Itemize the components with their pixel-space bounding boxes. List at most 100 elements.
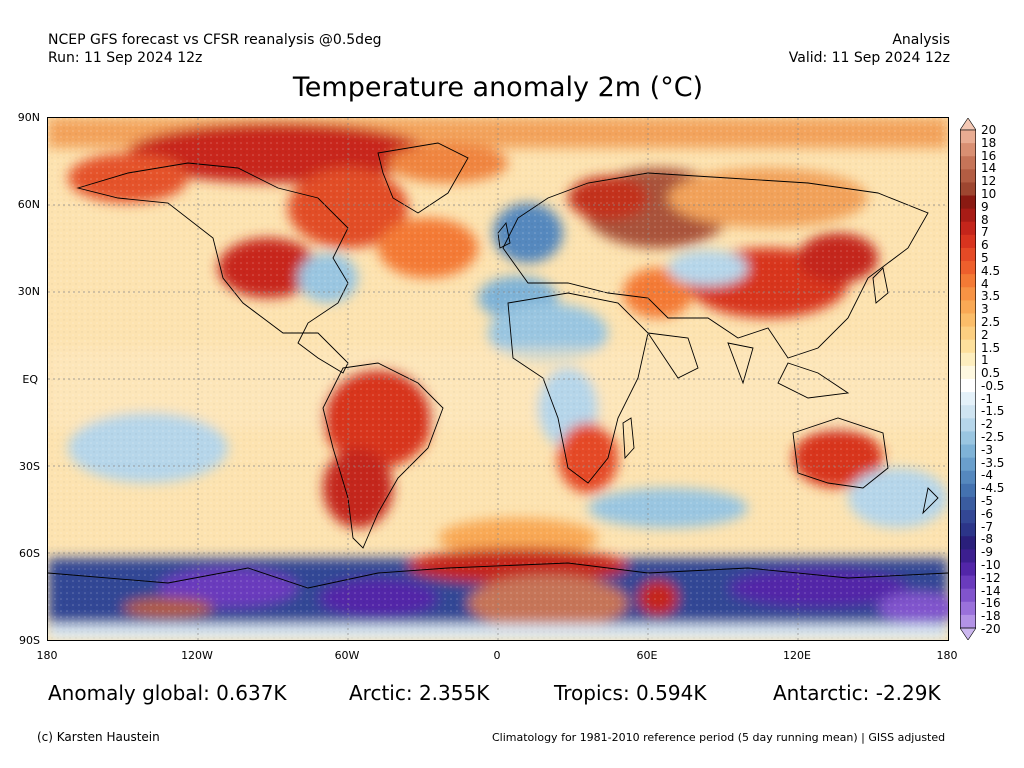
lat-label-60s: 60S xyxy=(19,547,40,560)
colorbar-tick-label: 4 xyxy=(981,276,989,291)
colorbar-tick-label: 10 xyxy=(981,186,997,201)
colorbar-segment xyxy=(960,274,976,288)
lat-label-90s: 90S xyxy=(19,634,40,647)
colorbar-tick-label: -1 xyxy=(981,391,993,406)
colorbar-tick-label: 14 xyxy=(981,161,997,176)
colorbar-segment xyxy=(960,143,976,157)
lon-label-60w: 60W xyxy=(334,649,360,662)
colorbar-segment xyxy=(960,588,976,603)
colorbar-tick-label: 4.5 xyxy=(981,263,1001,278)
colorbar-segment xyxy=(960,510,976,524)
colorbar-tick-label: 5 xyxy=(981,250,989,265)
header-left: NCEP GFS forecast vs CFSR reanalysis @0.… xyxy=(48,31,382,67)
colorbar-tick-label: -12 xyxy=(981,570,1001,585)
colorbar-segment xyxy=(960,562,976,577)
colorbar-segment xyxy=(960,247,976,262)
antarctic-anomaly: Antarctic: -2.29K xyxy=(773,681,941,705)
colorbar-frame xyxy=(960,129,976,629)
colorbar-segment xyxy=(960,313,976,328)
colorbar xyxy=(959,117,977,641)
colorbar-tick-label: 2.5 xyxy=(981,314,1001,329)
tropics-anomaly: Tropics: 0.594K xyxy=(554,681,707,705)
colorbar-tick-label: -5 xyxy=(981,494,993,509)
colorbar-segment xyxy=(960,208,976,223)
colorbar-tick-label: -3 xyxy=(981,442,993,457)
temperature-anomaly-map xyxy=(47,117,949,641)
colorbar-segment xyxy=(960,221,976,236)
colorbar-tick-label: 7 xyxy=(981,225,989,240)
colorbar-segment xyxy=(960,431,976,446)
colorbar-tick-label: 2 xyxy=(981,327,989,342)
colorbar-tick-label: 0.5 xyxy=(981,366,1001,381)
copyright: (c) Karsten Haustein xyxy=(37,730,160,744)
lon-label-120w: 120W xyxy=(181,649,213,662)
map-title: Temperature anomaly 2m (°C) xyxy=(292,72,704,103)
colorbar-tick-label: 18 xyxy=(981,135,997,150)
colorbar-segment xyxy=(960,287,976,301)
colorbar-tick-label: -6 xyxy=(981,506,993,521)
coastlines xyxy=(48,142,948,589)
colorbar-segment xyxy=(960,523,976,537)
colorbar-tick-label: -20 xyxy=(981,622,1001,636)
lat-label-60n: 60N xyxy=(17,198,40,211)
colorbar-tick-label: 20 xyxy=(981,123,997,137)
colorbar-tick-label: 6 xyxy=(981,238,989,253)
colorbar-tick-label: -8 xyxy=(981,532,993,547)
lat-label-90n: 90N xyxy=(17,111,40,124)
colorbar-tick-label: 1.5 xyxy=(981,340,1001,355)
lon-label-60e: 60E xyxy=(636,649,658,662)
global-anomaly: Anomaly global: 0.637K xyxy=(48,681,287,705)
colorbar-tick-label: 12 xyxy=(981,174,997,189)
colorbar-tick-label: -1.5 xyxy=(981,404,1005,419)
colorbar-segment xyxy=(960,575,976,590)
lon-label-180-left: 180 xyxy=(36,649,58,662)
colorbar-tick-label: -14 xyxy=(981,583,1001,598)
colorbar-segment xyxy=(960,182,976,197)
colorbar-tick-label: -9 xyxy=(981,545,993,560)
colorbar-segment xyxy=(960,300,976,314)
colorbar-segment xyxy=(960,379,976,393)
graticule xyxy=(48,118,948,640)
map-graphic xyxy=(48,118,948,640)
analysis-label: Analysis xyxy=(892,32,950,48)
colorbar-segment xyxy=(960,261,976,275)
colorbar-tick-label: -10 xyxy=(981,558,1001,573)
colorbar-tick-label: -4.5 xyxy=(981,481,1005,496)
colorbar-segment xyxy=(960,601,976,616)
lon-label-120e: 120E xyxy=(783,649,811,662)
colorbar-segment xyxy=(960,234,976,249)
colorbar-segment xyxy=(960,444,976,459)
lon-label-180-right: 180 xyxy=(936,649,958,662)
colorbar-tick-label: 1 xyxy=(981,353,989,368)
colorbar-segment xyxy=(960,365,976,380)
colorbar-segment xyxy=(960,457,976,472)
colorbar-tick-label: -2.5 xyxy=(981,430,1005,445)
colorbar-segment xyxy=(960,352,976,367)
colorbar-tick-label: 9 xyxy=(981,199,989,214)
colorbar-graphic xyxy=(959,117,977,641)
colorbar-segment xyxy=(960,549,976,563)
lat-label-eq: EQ xyxy=(22,373,38,386)
colorbar-segment xyxy=(960,130,976,144)
colorbar-segment xyxy=(960,195,976,210)
colorbar-tick-label: -2 xyxy=(981,417,993,432)
colorbar-segment xyxy=(960,156,976,170)
colorbar-tick-label: -16 xyxy=(981,596,1001,611)
colorbar-segment xyxy=(960,405,976,419)
colorbar-tick-label: -7 xyxy=(981,519,993,534)
colorbar-tick-label: 8 xyxy=(981,212,989,227)
colorbar-segment xyxy=(960,496,976,511)
colorbar-tick-label: 16 xyxy=(981,148,997,163)
header-right: Analysis Valid: 11 Sep 2024 12z xyxy=(789,31,950,67)
colorbar-tick-label: -0.5 xyxy=(981,378,1005,393)
colorbar-tick-label: -3.5 xyxy=(981,455,1005,470)
colorbar-segment xyxy=(960,470,976,485)
arctic-anomaly: Arctic: 2.355K xyxy=(349,681,490,705)
colorbar-segment xyxy=(960,418,976,432)
colorbar-segment xyxy=(960,326,976,341)
climatology-note: Climatology for 1981-2010 reference peri… xyxy=(492,731,946,744)
colorbar-tick-label: -18 xyxy=(981,609,1001,624)
valid-time: Valid: 11 Sep 2024 12z xyxy=(788,50,950,66)
colorbar-segment xyxy=(960,392,976,406)
colorbar-tick-label: 3 xyxy=(981,302,989,317)
